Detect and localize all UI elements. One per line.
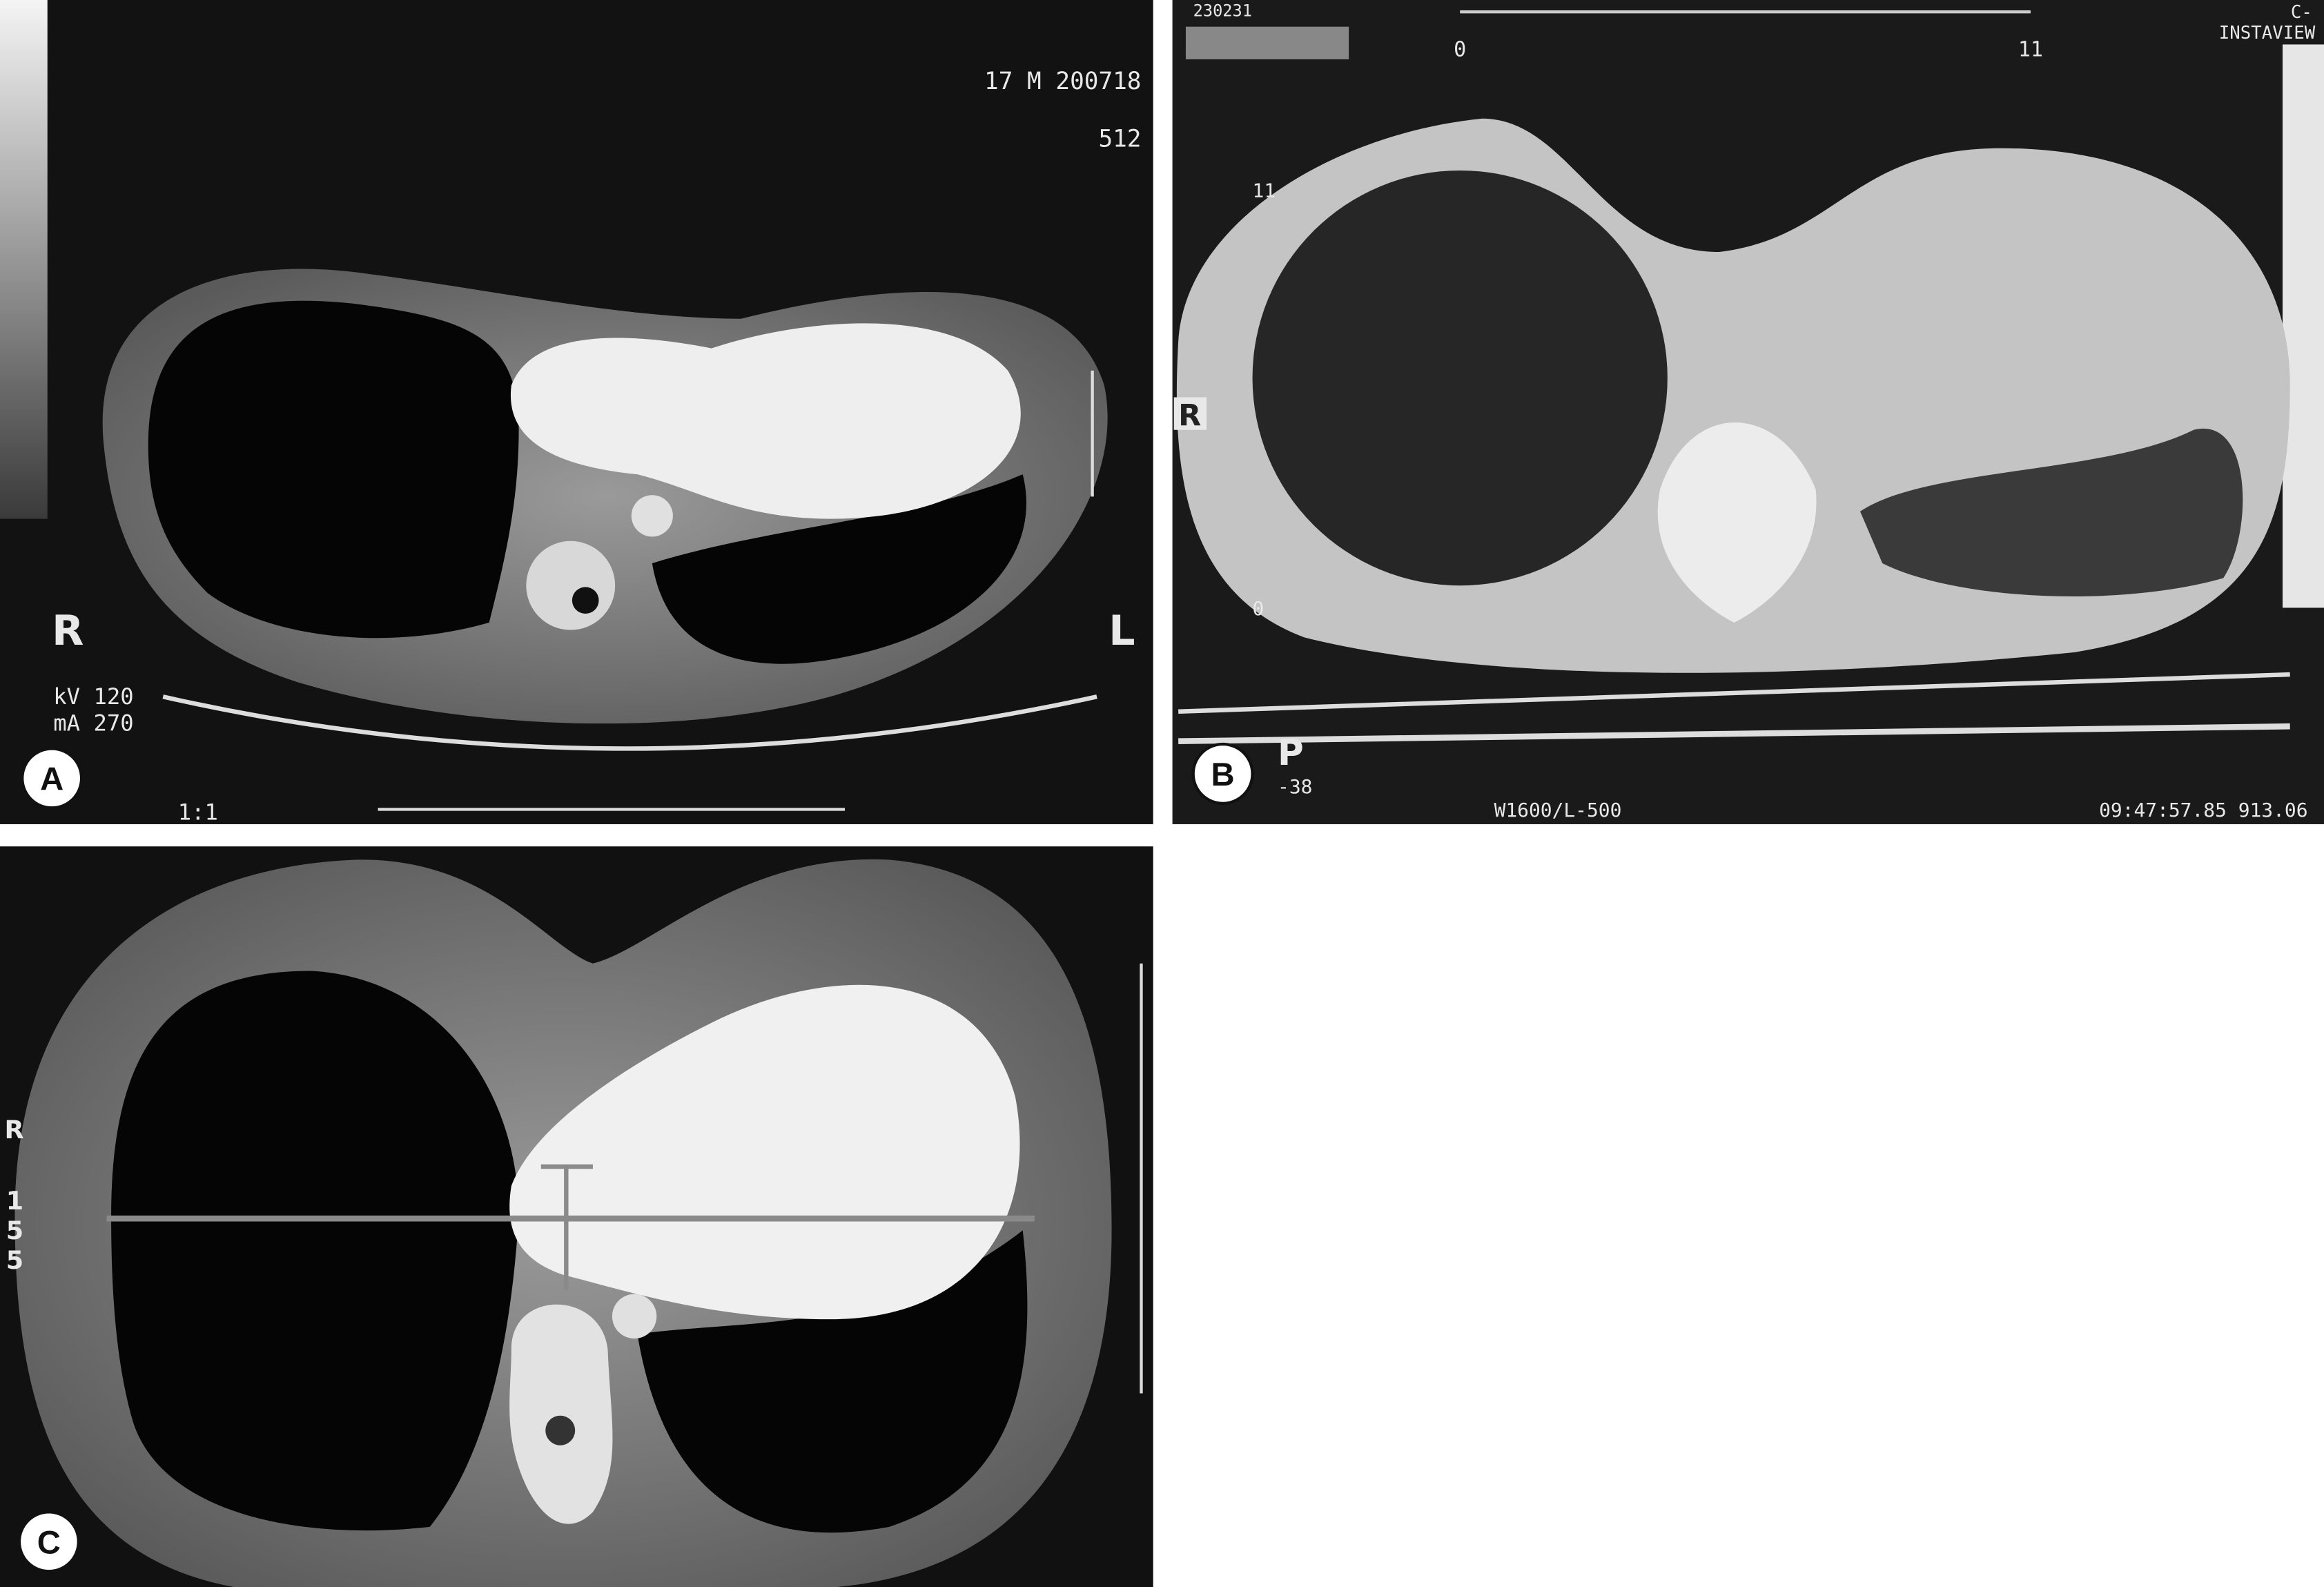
vertebra: [509, 1304, 613, 1524]
heart: [510, 323, 1021, 519]
annotation: W1600/L-500: [1494, 799, 1622, 821]
gray-scale-bar: [2282, 44, 2324, 608]
panel-label: A: [40, 761, 64, 798]
aorta: [612, 1294, 657, 1339]
right-lung: [148, 300, 519, 639]
side-marker: P: [1278, 732, 1304, 774]
side-marker-box: [1173, 397, 1207, 430]
annotation: INSTAVIEW: [2219, 23, 2316, 43]
left-lung: [637, 1230, 1028, 1533]
annotation: 11: [2018, 38, 2043, 62]
annotation: -38: [1278, 775, 1312, 798]
spinal-canal: [545, 1415, 576, 1445]
panel-label: B: [1211, 757, 1235, 793]
panel-c: R 155 C: [0, 846, 1153, 1587]
panel-label: C: [37, 1524, 61, 1561]
annotation: 1:1: [178, 799, 218, 826]
annotation: mA 270: [53, 710, 133, 737]
spinal-canal: [572, 587, 599, 614]
heart: [509, 984, 1020, 1320]
vertebra: [1657, 422, 1817, 623]
vertebra: [526, 541, 616, 630]
side-marker: R: [1178, 398, 1201, 433]
right-lung: [111, 971, 519, 1531]
panel-badge: [17, 1510, 80, 1573]
measurement-value: 155: [0, 1186, 30, 1275]
left-lung: [1859, 428, 2243, 596]
panel-b: 230231 0 11 C- INSTAVIEW 11 R 0 P -38 W1…: [1172, 0, 2324, 824]
table-line: [162, 694, 1097, 751]
annotation: 17 M 200718: [984, 68, 1141, 95]
gray-scale-bar: [0, 0, 48, 519]
side-marker: R: [52, 607, 84, 655]
right-lung: [1252, 170, 1668, 586]
panel-a: 17 M 200718 512 R L kV 120 mA 270 1:1 A: [0, 0, 1153, 826]
left-lung: [652, 474, 1026, 664]
side-marker: R: [4, 1115, 23, 1145]
annotation: 512: [1098, 126, 1141, 153]
annotation: 0: [1253, 597, 1264, 620]
annotation: kV 120: [53, 683, 133, 710]
panel-badge: [21, 747, 84, 810]
coil-marker: [1185, 26, 1349, 59]
side-marker: L: [1109, 607, 1135, 655]
annotation: 09:47:57.85 913.06: [2099, 799, 2307, 821]
aorta: [631, 495, 673, 537]
annotation: C-: [2291, 2, 2312, 23]
annotation: 0: [1454, 38, 1466, 62]
table-line: [1178, 672, 2290, 714]
panel-badge: [1191, 742, 1254, 806]
annotation: 11: [1253, 179, 1276, 202]
table-line: [1178, 723, 2290, 744]
annotation: 230231: [1193, 1, 1252, 21]
